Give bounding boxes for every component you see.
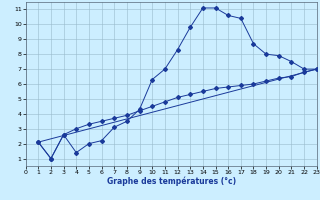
X-axis label: Graphe des températures (°c): Graphe des températures (°c) <box>107 176 236 186</box>
